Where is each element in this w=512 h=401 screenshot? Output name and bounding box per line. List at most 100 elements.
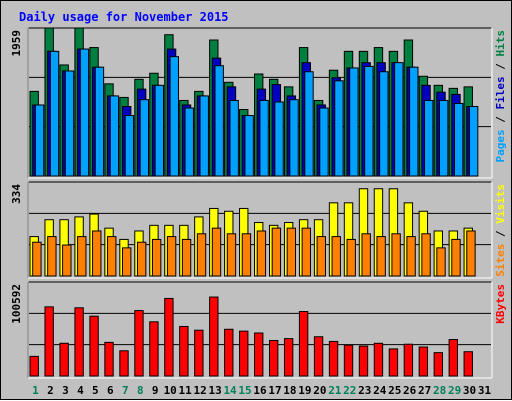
x-tick-label: 3 xyxy=(62,384,69,397)
panel-bottom: 100592 KBytes xyxy=(10,281,507,379)
x-tick-label: 12 xyxy=(194,384,207,397)
legend-item-sites: Sites xyxy=(494,244,507,277)
bar-kbytes-day-15 xyxy=(239,330,249,377)
x-tick-label: 9 xyxy=(152,384,159,397)
bar-kbytes-day-10 xyxy=(164,297,174,377)
x-tick-label: 27 xyxy=(418,384,431,397)
x-tick-label: 15 xyxy=(238,384,251,397)
bar-sites-day-18 xyxy=(286,227,297,277)
bar-pages-day-15 xyxy=(244,115,254,177)
bar-kbytes-day-18 xyxy=(283,338,294,377)
bar-sites-day-12 xyxy=(196,233,207,277)
chart-title: Daily usage for November 2015 xyxy=(19,10,229,24)
bar-pages-day-7 xyxy=(124,115,135,177)
legend-bottom: KBytes xyxy=(494,284,507,324)
bar-kbytes-day-23 xyxy=(358,345,369,377)
legend-item-visits: Visits xyxy=(494,184,507,224)
bar-pages-day-6 xyxy=(109,95,120,177)
bar-sites-day-2 xyxy=(47,236,57,277)
legend-separator: / xyxy=(494,57,507,77)
bar-sites-day-4 xyxy=(77,236,87,277)
bar-sites-day-19 xyxy=(301,227,311,277)
bar-kbytes-day-16 xyxy=(254,332,264,377)
x-tick-label: 10 xyxy=(164,384,177,397)
legend-middle: Sites / Visits xyxy=(494,184,507,277)
bar-pages-day-9 xyxy=(154,84,165,177)
x-tick-label: 17 xyxy=(268,384,281,397)
bar-pages-day-22 xyxy=(349,67,359,177)
bar-pages-day-29 xyxy=(453,102,464,177)
bar-pages-day-21 xyxy=(334,80,344,177)
bar-pages-day-11 xyxy=(184,107,194,177)
bar-sites-day-9 xyxy=(151,238,162,277)
bar-pages-day-26 xyxy=(409,66,419,177)
bar-sites-day-30 xyxy=(466,230,476,277)
bar-sites-day-27 xyxy=(421,233,431,277)
bar-kbytes-day-17 xyxy=(268,339,279,377)
bar-sites-day-28 xyxy=(436,247,446,277)
bar-kbytes-day-24 xyxy=(373,342,384,377)
x-tick-label: 21 xyxy=(328,384,342,397)
legend-item-pages: Pages xyxy=(494,129,507,162)
bar-sites-day-8 xyxy=(136,241,147,277)
bar-sites-day-22 xyxy=(346,238,356,277)
bar-kbytes-day-20 xyxy=(313,336,324,377)
x-tick-label: 14 xyxy=(223,384,237,397)
bar-kbytes-day-14 xyxy=(224,328,234,377)
bar-pages-day-16 xyxy=(259,99,269,177)
bar-sites-day-21 xyxy=(331,236,341,277)
bar-pages-day-17 xyxy=(274,101,284,177)
legend-item-hits: Hits xyxy=(494,30,507,57)
bar-sites-day-25 xyxy=(391,233,401,277)
bar-kbytes-day-7 xyxy=(119,350,129,377)
bar-pages-day-5 xyxy=(94,66,105,177)
bar-kbytes-day-19 xyxy=(298,311,309,377)
x-tick-label: 11 xyxy=(179,384,193,397)
x-tick-label: 28 xyxy=(433,384,446,397)
x-tick-label: 8 xyxy=(137,384,144,397)
bar-kbytes-day-27 xyxy=(418,346,429,377)
x-tick-label: 16 xyxy=(253,384,267,397)
bar-sites-day-13 xyxy=(211,227,222,277)
bar-pages-day-12 xyxy=(199,95,209,177)
bar-kbytes-day-6 xyxy=(104,341,114,377)
x-tick-label: 2 xyxy=(47,384,54,397)
bar-sites-day-6 xyxy=(107,236,117,277)
bar-kbytes-day-29 xyxy=(448,339,458,377)
bar-kbytes-day-21 xyxy=(328,340,339,377)
bar-kbytes-day-30 xyxy=(463,351,473,377)
bar-sites-day-20 xyxy=(316,236,326,277)
x-tick-label: 4 xyxy=(77,384,84,397)
legend-separator: / xyxy=(494,224,507,244)
x-tick-label: 31 xyxy=(478,384,492,397)
bar-sites-day-26 xyxy=(406,236,416,277)
y-max-label: 334 xyxy=(10,184,23,204)
bar-pages-day-10 xyxy=(169,56,179,177)
bar-pages-day-27 xyxy=(424,99,434,177)
x-tick-label: 26 xyxy=(403,384,417,397)
x-tick-label: 22 xyxy=(343,384,356,397)
bar-pages-day-30 xyxy=(468,105,479,177)
x-tick-label: 24 xyxy=(373,384,387,397)
bar-pages-day-25 xyxy=(394,62,404,177)
bar-kbytes-day-13 xyxy=(209,296,219,377)
x-tick-label: 18 xyxy=(283,384,296,397)
bar-sites-day-5 xyxy=(92,230,102,277)
bar-pages-day-2 xyxy=(49,50,60,177)
x-tick-label: 19 xyxy=(298,384,311,397)
y-max-label: 1959 xyxy=(10,30,23,57)
x-tick-label: 5 xyxy=(92,384,99,397)
x-tick-label: 30 xyxy=(463,384,476,397)
bar-pages-day-18 xyxy=(289,99,299,177)
x-tick-label: 25 xyxy=(388,384,401,397)
x-tick-label: 1 xyxy=(32,384,39,397)
y-max-label: 100592 xyxy=(10,284,23,324)
bar-kbytes-day-12 xyxy=(194,329,204,377)
bar-pages-day-8 xyxy=(139,99,150,177)
bar-sites-day-15 xyxy=(241,233,252,277)
x-tick-label: 6 xyxy=(107,384,114,397)
bar-pages-day-1 xyxy=(34,104,45,177)
legend-top: Pages / Files / Hits xyxy=(494,30,507,163)
